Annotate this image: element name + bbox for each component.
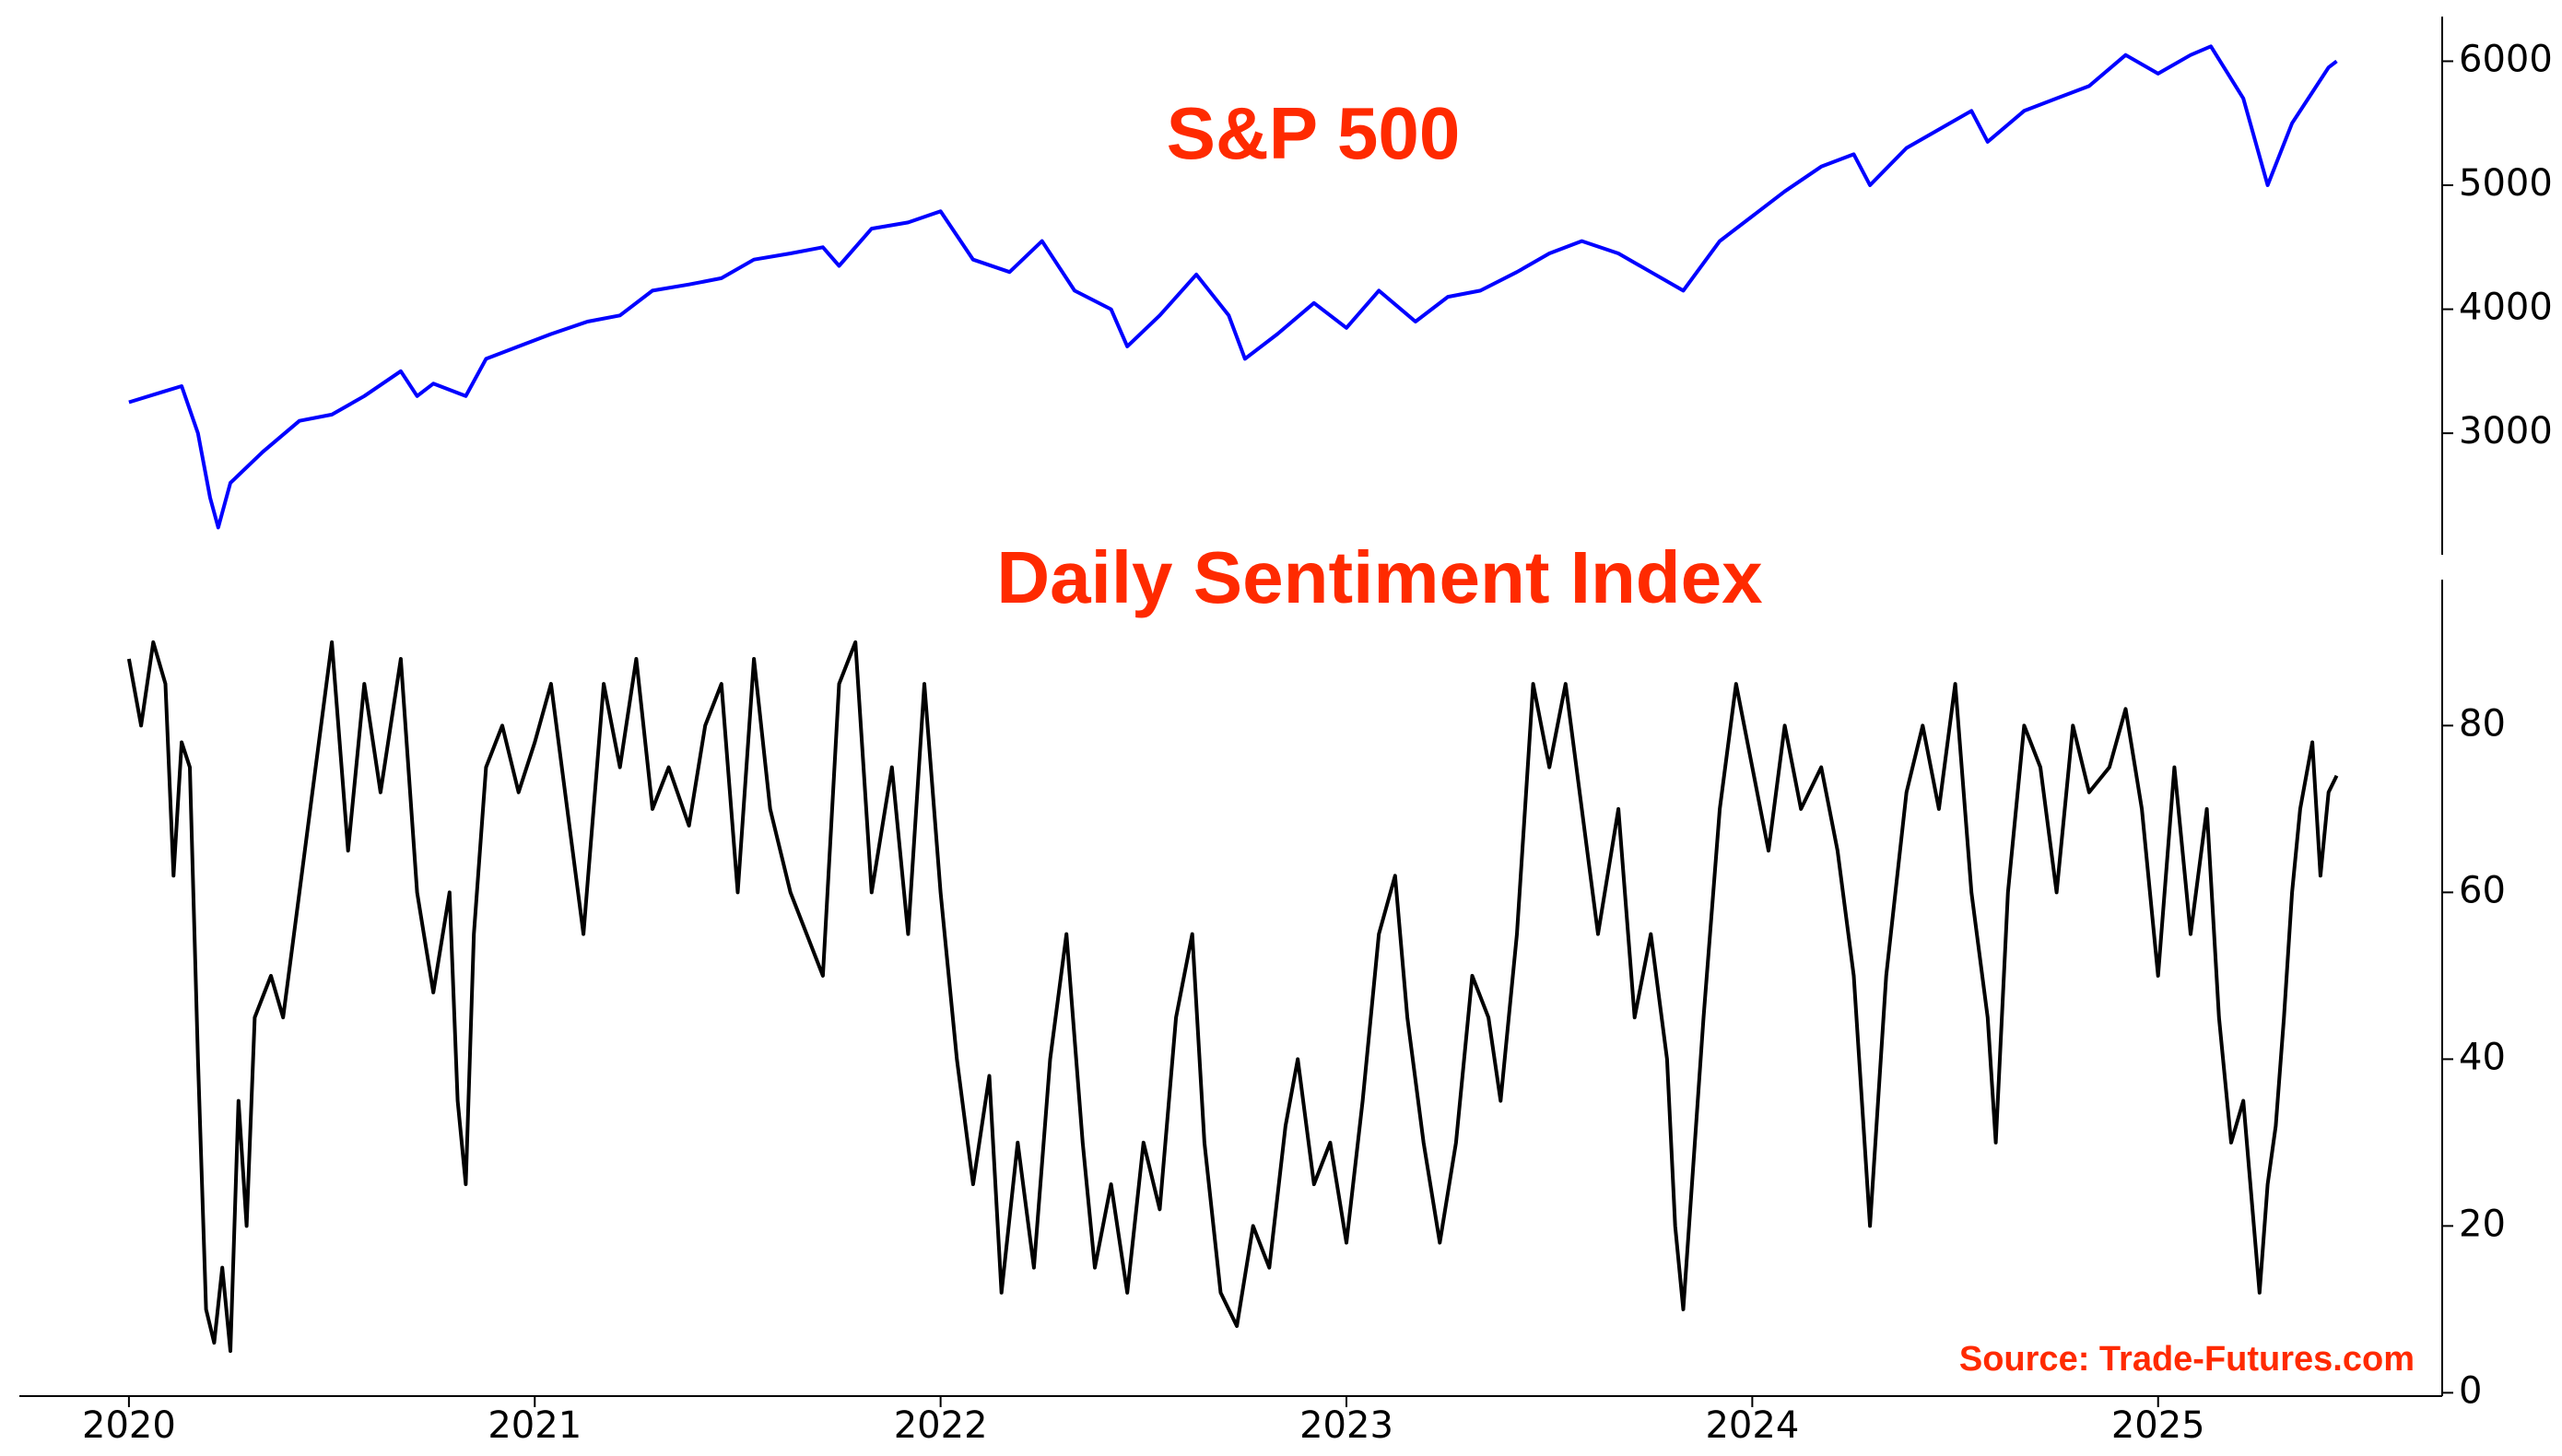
y-tick-label: 6000 bbox=[2459, 38, 2553, 80]
y-tick-label: 0 bbox=[2459, 1369, 2482, 1412]
y-tick-label: 40 bbox=[2459, 1036, 2506, 1078]
x-tick-label: 2020 bbox=[82, 1404, 176, 1447]
chart-title: Daily Sentiment Index bbox=[996, 536, 1762, 618]
y-tick-label: 5000 bbox=[2459, 162, 2553, 205]
x-tick-label: 2021 bbox=[488, 1404, 582, 1447]
source-note: Source: Trade-Futures.com bbox=[1959, 1340, 2415, 1379]
y-tick-label: 3000 bbox=[2459, 410, 2553, 452]
y-tick-label: 20 bbox=[2459, 1203, 2506, 1245]
line bbox=[128, 44, 2338, 530]
line bbox=[126, 640, 2339, 1354]
x-tick-label: 2023 bbox=[1299, 1404, 1393, 1447]
x-tick-label: 2024 bbox=[1705, 1404, 1799, 1447]
y-tick-label: 4000 bbox=[2459, 287, 2553, 329]
chart-title: S&P 500 bbox=[1167, 92, 1461, 174]
y-tick-label: 80 bbox=[2459, 702, 2506, 745]
x-tick-label: 2022 bbox=[894, 1404, 988, 1447]
y-tick-label: 60 bbox=[2459, 869, 2506, 911]
x-tick-label: 2025 bbox=[2111, 1404, 2205, 1447]
